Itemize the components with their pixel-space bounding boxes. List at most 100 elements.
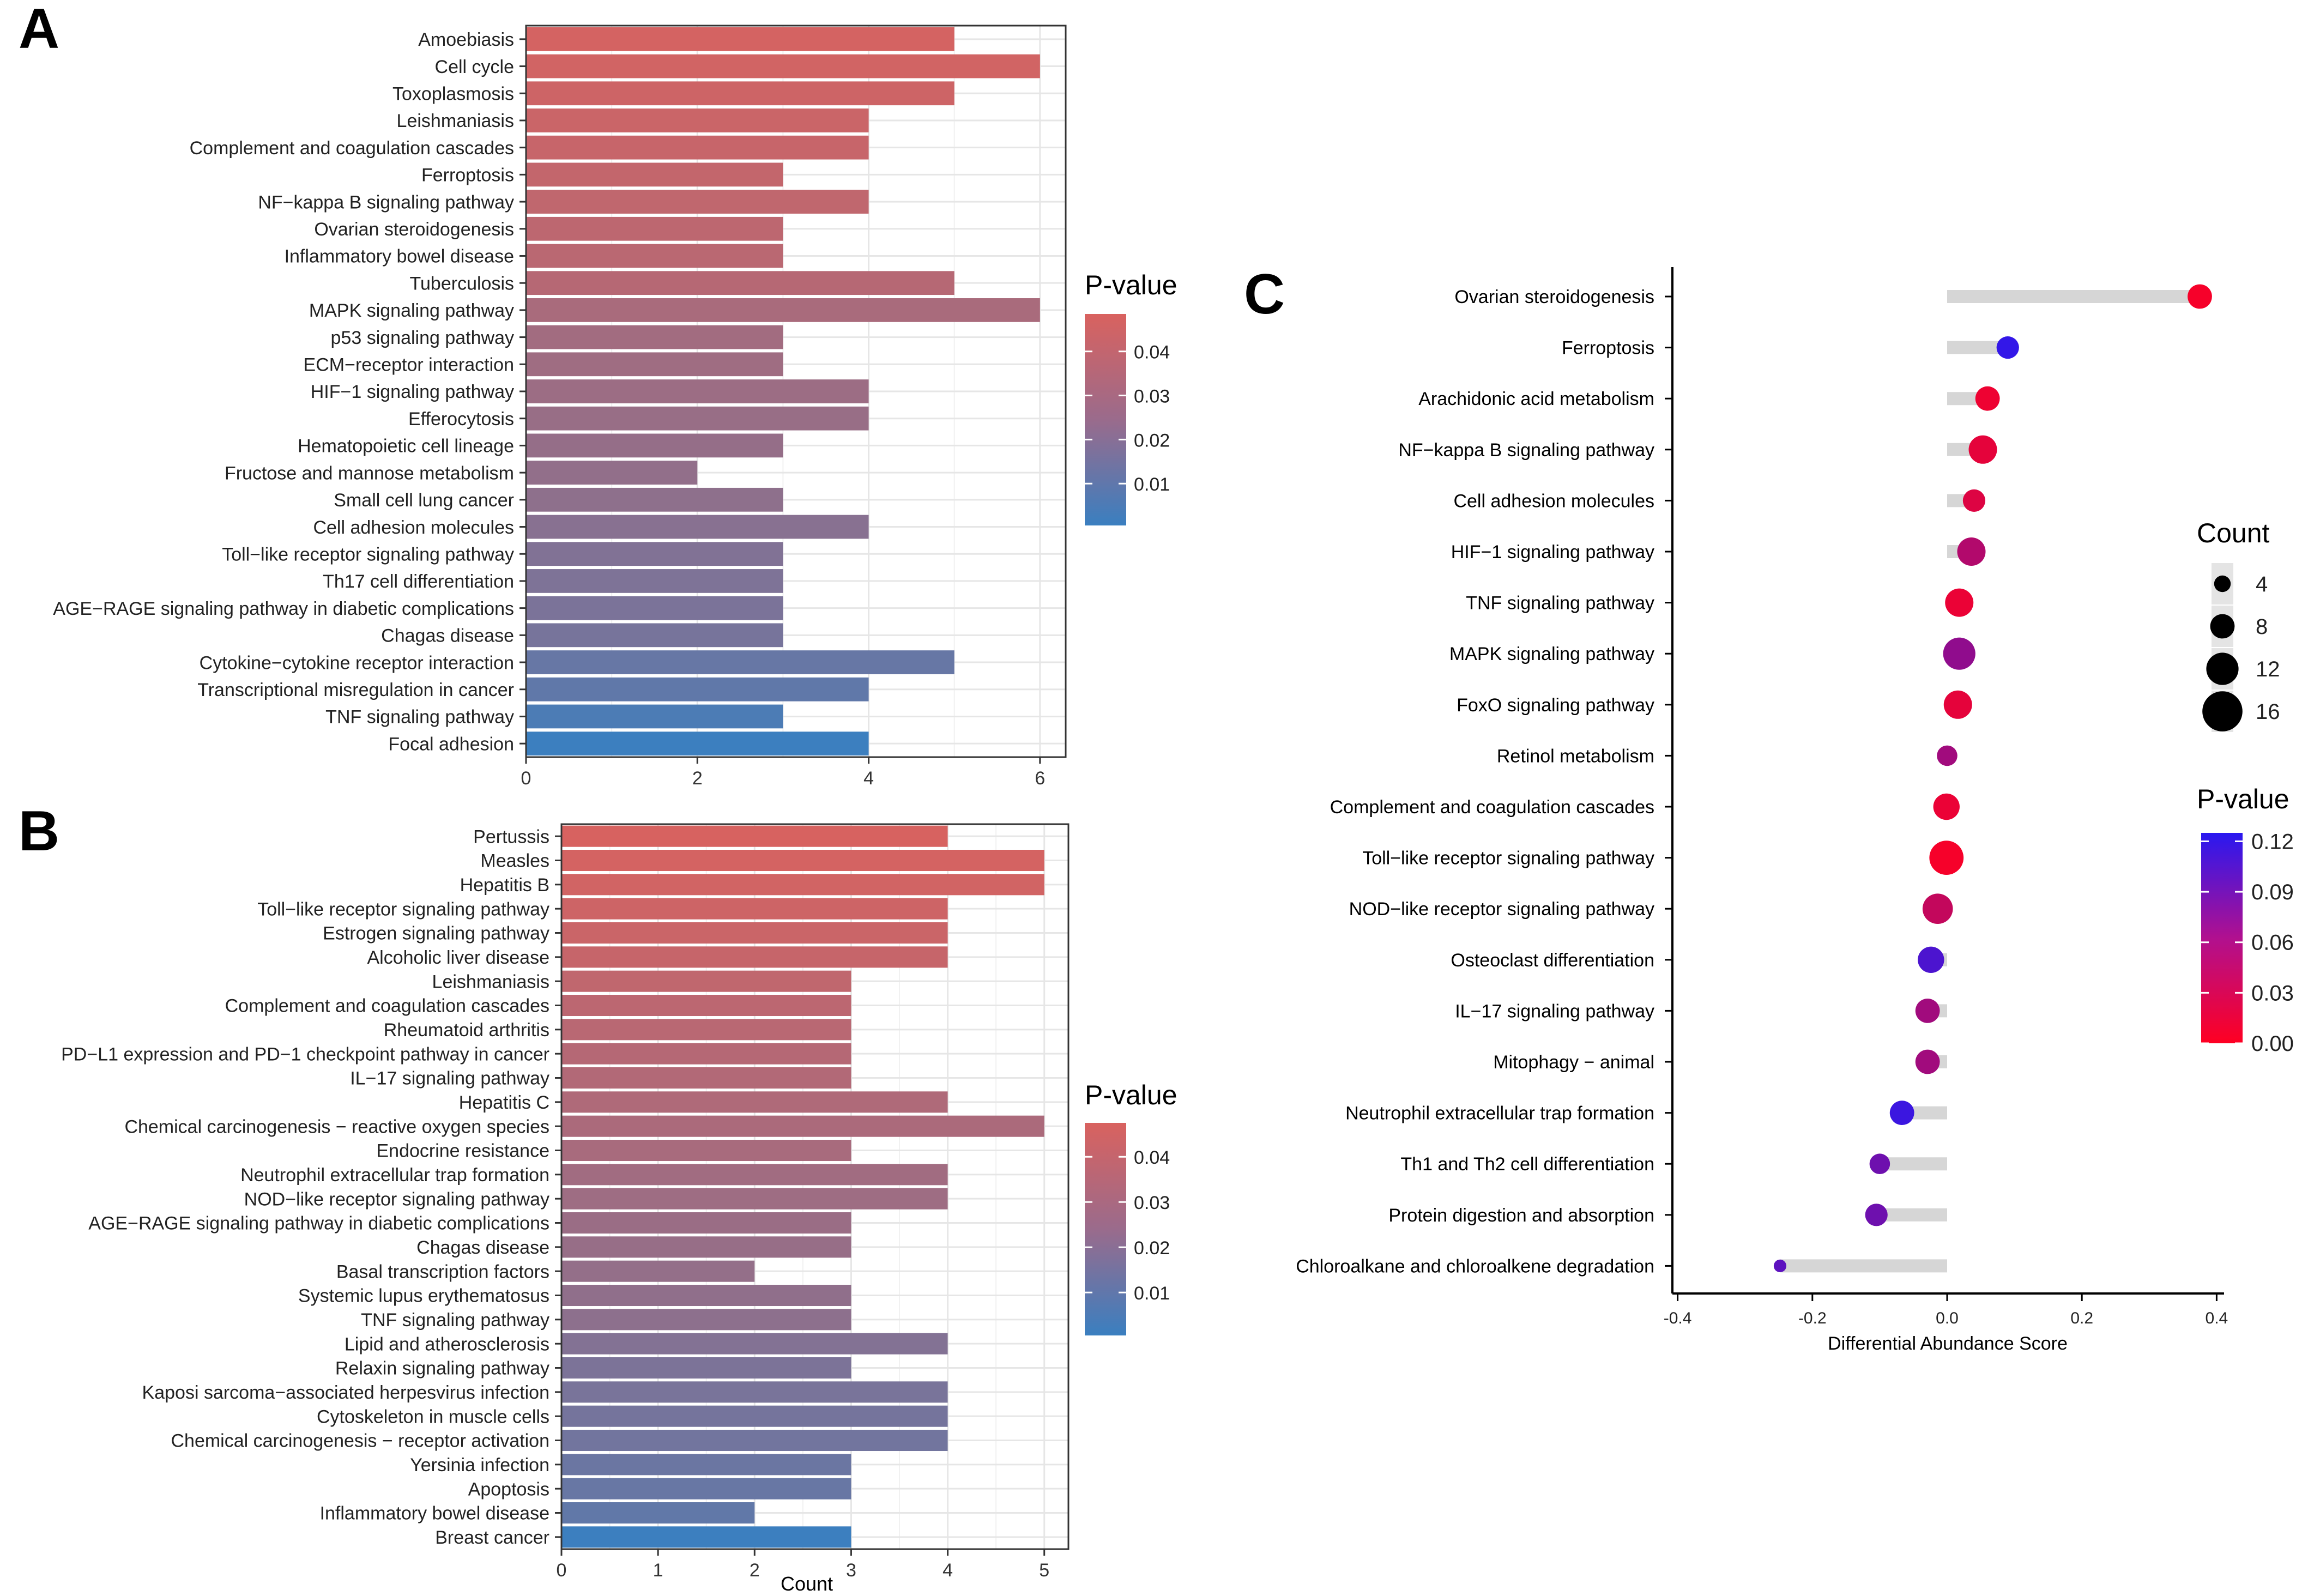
a-category-label: Transcriptional misregulation in cancer xyxy=(197,680,514,700)
a-bar xyxy=(526,487,783,512)
panel-b-x-ticks: 0 1 2 3 4 5 xyxy=(557,1549,1049,1581)
a-bar xyxy=(526,569,783,593)
a-x-tick-label: 0 xyxy=(521,768,531,789)
a-category-label: Tuberculosis xyxy=(410,273,514,294)
a-category-label: HIF−1 signaling pathway xyxy=(311,382,514,402)
b-category-label: IL−17 signaling pathway xyxy=(350,1068,549,1089)
b-legend-tick-label: 0.03 xyxy=(1134,1193,1170,1213)
b-bar xyxy=(561,1139,851,1162)
b-bar xyxy=(561,994,851,1017)
b-bar xyxy=(561,898,948,920)
a-bar xyxy=(526,244,783,268)
c-category-label: Cell adhesion molecules xyxy=(1453,491,1654,511)
c-point xyxy=(1929,841,1964,875)
a-category-label: Chagas disease xyxy=(381,626,514,646)
b-bar xyxy=(561,1454,851,1476)
a-category-label: Hematopoietic cell lineage xyxy=(298,436,514,457)
a-bar xyxy=(526,677,869,702)
a-bar xyxy=(526,27,954,51)
c-point xyxy=(1889,1101,1914,1125)
a-bar xyxy=(526,542,783,566)
b-bar xyxy=(561,1526,851,1548)
c-category-label: HIF−1 signaling pathway xyxy=(1451,542,1654,563)
c-point xyxy=(1957,537,1986,566)
b-legend-tick-label: 0.01 xyxy=(1134,1283,1170,1304)
panel-a-bars xyxy=(526,27,1040,756)
c-size-legend-label: 16 xyxy=(2256,700,2280,724)
b-bar xyxy=(561,1405,948,1427)
a-legend-tick-label: 0.01 xyxy=(1134,474,1170,495)
a-bar xyxy=(526,162,783,187)
a-category-label: Cytokine−cytokine receptor interaction xyxy=(200,652,514,673)
b-category-label: Yersinia infection xyxy=(410,1455,549,1476)
panel-a-legend-colorbar xyxy=(1085,314,1126,525)
c-category-label: MAPK signaling pathway xyxy=(1449,644,1654,664)
panel-a-legend-ticks: 0.01 0.02 0.03 0.04 xyxy=(1085,342,1170,495)
panel-c-size-legend-title: Count xyxy=(2197,518,2270,548)
b-category-label: Complement and coagulation cascades xyxy=(225,996,549,1017)
a-bar xyxy=(526,352,783,377)
a-bar xyxy=(526,433,783,458)
b-bar xyxy=(561,970,851,992)
b-bar xyxy=(561,1067,851,1089)
b-category-label: PD−L1 expression and PD−1 checkpoint pat… xyxy=(61,1044,549,1065)
b-category-label: Pertussis xyxy=(473,826,549,847)
b-category-label: Alcoholic liver disease xyxy=(367,947,550,968)
a-category-label: Focal adhesion xyxy=(388,734,514,754)
c-category-label: Retinol metabolism xyxy=(1497,746,1654,766)
b-category-label: Toll−like receptor signaling pathway xyxy=(257,899,549,920)
b-category-label: Chemical carcinogenesis − reactive oxyge… xyxy=(124,1116,549,1137)
a-category-label: Toxoplasmosis xyxy=(392,83,514,104)
panel-label-c: C xyxy=(1244,263,1285,326)
c-category-label: NOD−like receptor signaling pathway xyxy=(1349,899,1654,920)
b-category-label: AGE−RAGE signaling pathway in diabetic c… xyxy=(88,1213,549,1234)
panel-c-category-labels: Ovarian steroidogenesis Ferroptosis Arachi… xyxy=(1296,287,1672,1277)
b-category-label: Lipid and atherosclerosis xyxy=(345,1334,549,1355)
b-category-label: Chemical carcinogenesis − receptor activ… xyxy=(171,1431,549,1452)
c-category-label: Osteoclast differentiation xyxy=(1451,950,1654,971)
b-bar xyxy=(561,1212,851,1234)
c-point xyxy=(1915,999,1940,1023)
b-category-label: Leishmaniasis xyxy=(432,971,549,992)
a-bar xyxy=(526,190,869,214)
a-category-label: Inflammatory bowel disease xyxy=(285,246,514,267)
c-point xyxy=(1869,1153,1890,1174)
c-x-tick-label: 0.0 xyxy=(1936,1309,1959,1327)
panel-label-a: A xyxy=(19,0,59,61)
b-category-label: TNF signaling pathway xyxy=(361,1310,549,1331)
panel-a-category-labels: Amoebiasis Cell cycle Toxoplasmosis Leishma… xyxy=(53,29,526,754)
c-category-label: Toll−like receptor signaling pathway xyxy=(1362,848,1654,869)
b-bar xyxy=(561,1381,948,1403)
a-category-label: NF−kappa B signaling pathway xyxy=(258,192,514,213)
b-bar xyxy=(561,1091,948,1113)
b-category-label: Kaposi sarcoma−associated herpesvirus in… xyxy=(142,1382,549,1403)
panel-c-color-legend-ticks: 0.00 0.03 0.06 0.09 0.12 xyxy=(2201,830,2294,1056)
c-point xyxy=(1937,745,1957,766)
c-x-tick-label: -0.4 xyxy=(1664,1309,1692,1327)
panel-c-x-ticks: -0.4 -0.2 0.0 0.2 0.4 xyxy=(1664,1293,2228,1327)
panel-b-bars xyxy=(561,825,1044,1548)
b-bar xyxy=(561,874,1044,896)
a-category-label: Amoebiasis xyxy=(418,29,514,50)
a-bar xyxy=(526,461,698,485)
c-point xyxy=(1968,435,1997,464)
b-category-label: Cytoskeleton in muscle cells xyxy=(317,1406,549,1427)
a-x-tick-label: 6 xyxy=(1035,768,1045,789)
panel-a-chart: Amoebiasis Cell cycle Toxoplasmosis Leishma… xyxy=(53,25,1177,789)
c-point xyxy=(2188,284,2212,309)
b-category-label: Chagas disease xyxy=(416,1237,549,1258)
b-category-label: Breast cancer xyxy=(435,1527,549,1548)
c-point xyxy=(1943,690,1972,719)
b-bar xyxy=(561,849,1044,872)
a-category-label: ECM−receptor interaction xyxy=(304,355,514,376)
panel-c-color-legend-colorbar xyxy=(2201,833,2243,1043)
panel-b-frame xyxy=(560,823,1070,1550)
b-bar xyxy=(561,1260,755,1282)
a-category-label: Th17 cell differentiation xyxy=(323,571,514,592)
c-point xyxy=(1933,793,1960,820)
c-color-legend-tick-label: 0.06 xyxy=(2251,931,2294,955)
c-point xyxy=(1773,1259,1787,1272)
a-category-label: Small cell lung cancer xyxy=(334,490,514,511)
b-category-label: Apoptosis xyxy=(468,1479,549,1500)
b-legend-tick-label: 0.02 xyxy=(1134,1238,1170,1259)
